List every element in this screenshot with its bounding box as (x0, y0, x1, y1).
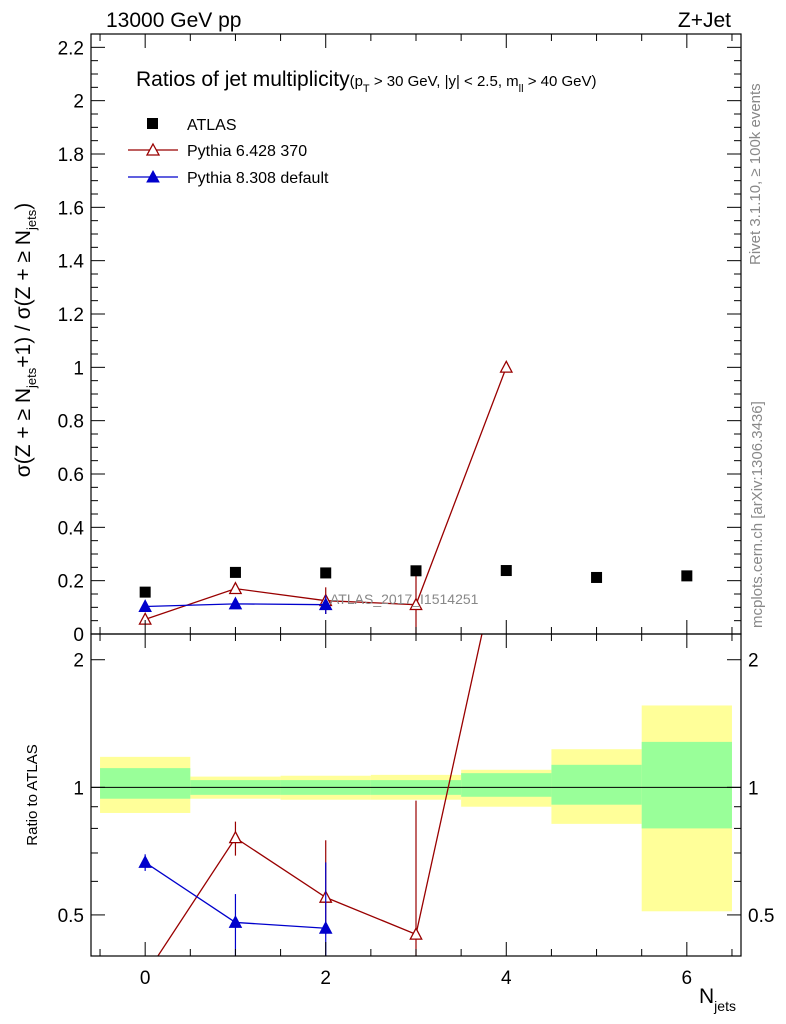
atlas-main-point (410, 565, 422, 577)
x-axis-label: Njets (699, 985, 736, 1014)
ratio-ytick-label-right: 2 (748, 651, 759, 672)
atlas-main-point (591, 571, 603, 583)
ylabel-sub-a: jets (24, 367, 39, 389)
x-tick-label: 2 (320, 968, 331, 989)
ratio-marks-clipped (138, 634, 483, 956)
main-ytick-label: 0.4 (58, 518, 85, 539)
ratio-ytick-label-right: 1 (748, 778, 759, 799)
pythia6-main-point (499, 359, 514, 373)
main-ytick-label: 1.2 (58, 305, 84, 326)
legend: ATLAS Pythia 6.428 370 Pythia 8.308 defa… (128, 117, 329, 187)
ylabel-sub-b: jets (24, 209, 39, 231)
atlas-main-point (681, 570, 693, 582)
main-ytick-label: 1.4 (58, 252, 85, 273)
main-ytick-label: 1.8 (58, 145, 84, 166)
pythia6-main-line (144, 367, 507, 620)
ratio-band-inner (100, 768, 191, 799)
pythia6-ratio-point (228, 830, 243, 844)
legend-marker-pythia8 (146, 169, 160, 183)
x-tick-label: 4 (501, 968, 512, 989)
title-main: Ratios of jet multiplicity (136, 68, 350, 91)
legend-entry-pythia6: Pythia 6.428 370 (128, 142, 307, 160)
main-marks (138, 359, 693, 634)
main-ytick-label: 2 (73, 92, 84, 113)
legend-marker-pythia6 (145, 142, 161, 156)
ylabel-part-c: ) (12, 203, 35, 210)
pythia8-ratio-point (228, 915, 243, 928)
ratio-ytick-label-left: 0.5 (58, 906, 84, 927)
legend-marker-atlas (147, 118, 158, 129)
main-ylabel: σ(Z + ≥ Njets+1) / σ(Z + ≥ Njets) (12, 203, 39, 477)
xlabel-main: N (699, 985, 714, 1008)
title-cut-mid: > 30 GeV, |y| < 2.5, m (370, 73, 519, 90)
ylabel-part-a: σ(Z + ≥ N (12, 388, 35, 477)
chart-title: Ratios of jet multiplicity(pT > 30 GeV, … (136, 68, 597, 95)
main-ytick-label: 1.6 (58, 198, 84, 219)
title-cut-end: > 40 GeV) (524, 73, 597, 90)
main-ytick-label: 0 (73, 625, 84, 646)
legend-entry-atlas: ATLAS (147, 117, 237, 134)
xlabel-sub: jets (713, 998, 736, 1014)
main-panel: 0 0.2 0.4 0.6 0.8 1 1.2 1.4 1.6 1.8 2 2.2 (58, 33, 742, 646)
ratio-marks (138, 634, 483, 956)
ylabel-part-b: +1) / σ(Z + ≥ N (12, 230, 35, 368)
x-tick-label: 6 (682, 968, 693, 989)
ratio-ytick-label-right: 0.5 (748, 906, 774, 927)
main-ytick-label: 0.2 (58, 572, 84, 593)
atlas-main-point (229, 566, 241, 578)
pythia8-main-point (228, 596, 243, 610)
x-tick-label: 0 (140, 968, 151, 989)
main-ytick-label: 1 (73, 358, 84, 379)
pythia8-ratio-point (318, 920, 333, 934)
main-ytick-label: 0.6 (58, 465, 84, 486)
pythia6-main-point (409, 597, 423, 611)
ratio-panel: 0.5 0.5 1 1 2 2 0 2 4 6 (58, 633, 774, 989)
mcplots-label: mcplots.cern.ch [arXiv:1306.3436] (749, 401, 766, 628)
rivet-label: Rivet 3.1.10, ≥ 100k events (747, 83, 764, 265)
main-ticks: 0 0.2 0.4 0.6 0.8 1 1.2 1.4 1.6 1.8 2 2.2 (58, 34, 741, 646)
title-cut-p: (p (350, 73, 363, 90)
header-left: 13000 GeV pp (106, 9, 241, 32)
atlas-main-point (320, 567, 332, 579)
ratio-band-inner (551, 764, 642, 805)
ratio-bands (100, 705, 732, 912)
pythia6-main-point (228, 581, 243, 595)
pythia8-main-point (138, 599, 152, 612)
title-cut-p-sub: T (363, 83, 370, 95)
main-ytick-label: 0.8 (58, 412, 84, 433)
legend-label-atlas: ATLAS (187, 117, 237, 134)
header-right: Z+Jet (678, 9, 731, 32)
main-ytick-label: 2.2 (58, 38, 84, 59)
ratio-band-inner (461, 773, 552, 797)
pythia8-ratio-point (138, 855, 152, 868)
legend-label-pythia6: Pythia 6.428 370 (187, 143, 307, 160)
analysis-watermark: ATLAS_2017_I1514251 (330, 591, 479, 607)
title-cut-m-sub: ll (519, 83, 524, 95)
pythia6-ratio-point (409, 926, 423, 940)
ratio-ytick-label-left: 2 (73, 651, 84, 672)
atlas-main-point (500, 565, 512, 577)
ratio-band-inner (641, 741, 732, 829)
pythia8-main-point (318, 597, 333, 611)
atlas-main-point (139, 586, 151, 598)
ratio-ylabel: Ratio to ATLAS (24, 744, 41, 845)
legend-entry-pythia8: Pythia 8.308 default (128, 169, 329, 187)
ratio-ytick-label-left: 1 (73, 778, 84, 799)
legend-label-pythia8: Pythia 8.308 default (187, 170, 329, 187)
ratio-ticks: 0.5 0.5 1 1 2 2 0 2 4 6 (58, 634, 774, 989)
